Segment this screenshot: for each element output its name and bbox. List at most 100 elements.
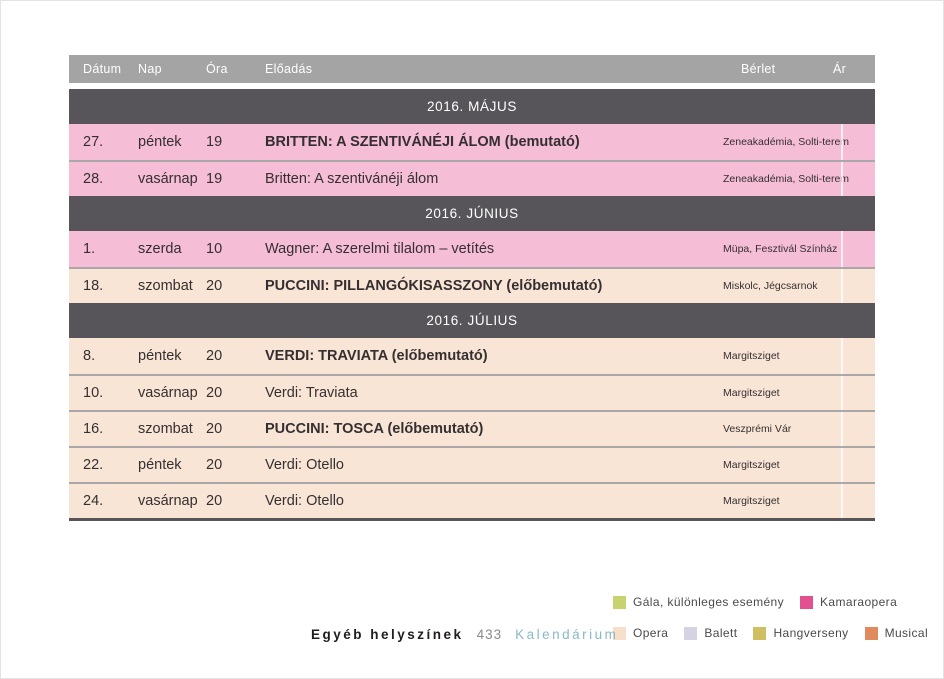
schedule-row: 16. szombat 20 PUCCINI: TOSCA (előbemutató)… <box>69 410 875 446</box>
schedule-row: 1. szerda 10 Wagner: A szerelmi tilalom – v… <box>69 231 875 267</box>
schedule-table: Dátum Nap Óra Előadás Bérlet Ár 2016. MÁ… <box>69 55 875 521</box>
date-cell: 16. <box>83 421 104 437</box>
legend-label: Hangverseny <box>773 626 849 640</box>
legend-row: Gála, különleges esemény Kamaraopera <box>613 595 928 609</box>
price-cell <box>841 412 875 446</box>
performance-cell: Britten: A szentivánéji álom <box>265 171 439 187</box>
performance-cell: PUCCINI: PILLANGÓKISASSZONY (előbemutató… <box>265 278 603 294</box>
price-cell <box>841 269 875 303</box>
venue-cell: Zeneakadémia, Solti-terem <box>723 136 850 148</box>
header-season-ticket: Bérlet <box>741 62 776 76</box>
hour-cell: 20 <box>206 493 223 509</box>
category-legend: Gála, különleges esemény Kamaraopera Opera… <box>613 595 928 657</box>
hour-cell: 20 <box>206 421 223 437</box>
legend-swatch-icon <box>800 595 814 609</box>
schedule-row: 18. szombat 20 PUCCINI: PILLANGÓKISASSZONY … <box>69 267 875 303</box>
legend-swatch-icon <box>684 626 698 640</box>
date-cell: 10. <box>83 385 104 401</box>
header-date: Dátum <box>83 62 122 76</box>
hour-cell: 20 <box>206 385 223 401</box>
price-cell <box>841 376 875 410</box>
legend-item: Opera <box>613 626 668 640</box>
date-cell: 28. <box>83 171 104 187</box>
schedule-row: 8. péntek 20 VERDI: TRAVIATA (előbemutató) M… <box>69 338 875 374</box>
venue-cell: Veszprémi Vár <box>723 423 792 435</box>
day-cell: szombat <box>138 278 193 294</box>
date-cell: 24. <box>83 493 104 509</box>
venue-cell: Margitsziget <box>723 495 780 507</box>
legend-row: Opera Balett Hangverseny Musical <box>613 626 928 640</box>
legend-item: Gála, különleges esemény <box>613 595 784 609</box>
venue-cell: Miskolc, Jégcsarnok <box>723 280 818 292</box>
performance-cell: VERDI: TRAVIATA (előbemutató) <box>265 348 488 364</box>
day-cell: vasárnap <box>138 385 198 401</box>
day-cell: vasárnap <box>138 493 198 509</box>
price-cell <box>841 448 875 482</box>
legend-swatch-icon <box>613 595 626 609</box>
schedule-row: 24. vasárnap 20 Verdi: Otello Margitsziget <box>69 482 875 518</box>
legend-label: Opera <box>633 626 669 640</box>
venue-cell: Margitsziget <box>723 459 780 471</box>
venue-cell: Margitsziget <box>723 350 780 362</box>
price-cell <box>841 124 875 160</box>
legend-swatch-icon <box>753 626 767 640</box>
performance-cell: PUCCINI: TOSCA (előbemutató) <box>265 421 484 437</box>
price-cell <box>841 338 875 374</box>
legend-swatch-icon <box>864 626 878 640</box>
legend-label: Balett <box>704 626 738 640</box>
legend-item: Musical <box>864 626 929 640</box>
month-section-header: 2016. JÚLIUS <box>69 303 875 338</box>
footer-chapter-label: Kalendárium <box>515 627 619 642</box>
hour-cell: 19 <box>206 134 223 150</box>
legend-item: Hangverseny <box>753 626 848 640</box>
date-cell: 8. <box>83 348 96 364</box>
schedule-row: 28. vasárnap 19 Britten: A szentivánéji álo… <box>69 160 875 196</box>
footer-page-number: 433 <box>476 627 503 642</box>
performance-cell: Verdi: Otello <box>265 457 344 473</box>
month-section-header: 2016. JÚNIUS <box>69 196 875 231</box>
header-hour: Óra <box>206 62 228 76</box>
table-header-row: Dátum Nap Óra Előadás Bérlet Ár <box>69 55 875 83</box>
header-day: Nap <box>138 62 162 76</box>
header-price: Ár <box>833 62 847 76</box>
date-cell: 18. <box>83 278 104 294</box>
venue-cell: Müpa, Fesztivál Színház <box>723 243 838 255</box>
schedule-row: 27. péntek 19 BRITTEN: A SZENTIVÁNÉJI ÁLOM … <box>69 124 875 160</box>
day-cell: vasárnap <box>138 171 198 187</box>
hour-cell: 20 <box>206 348 223 364</box>
footer-section-title: Egyéb helyszínek <box>311 627 464 642</box>
day-cell: szerda <box>138 241 182 257</box>
header-performance: Előadás <box>265 62 313 76</box>
month-section-header: 2016. MÁJUS <box>69 89 875 124</box>
legend-label: Kamaraopera <box>820 595 898 609</box>
hour-cell: 10 <box>206 241 223 257</box>
performance-cell: Verdi: Otello <box>265 493 344 509</box>
price-cell <box>841 162 875 196</box>
day-cell: péntek <box>138 457 182 473</box>
venue-cell: Margitsziget <box>723 387 780 399</box>
legend-label: Musical <box>884 626 929 640</box>
performance-cell: BRITTEN: A SZENTIVÁNÉJI ÁLOM (bemutató) <box>265 134 580 150</box>
schedule-row: 22. péntek 20 Verdi: Otello Margitsziget <box>69 446 875 482</box>
legend-item: Balett <box>684 626 737 640</box>
performance-cell: Wagner: A szerelmi tilalom – vetítés <box>265 241 495 257</box>
price-cell <box>841 231 875 267</box>
hour-cell: 19 <box>206 171 223 187</box>
venue-cell: Zeneakadémia, Solti-terem <box>723 173 850 185</box>
date-cell: 1. <box>83 241 96 257</box>
performance-cell: Verdi: Traviata <box>265 385 358 401</box>
day-cell: szombat <box>138 421 193 437</box>
day-cell: péntek <box>138 348 182 364</box>
schedule-row: 10. vasárnap 20 Verdi: Traviata Margitsziget <box>69 374 875 410</box>
table-body: 2016. MÁJUS 27. péntek 19 BRITTEN: A SZENTIV… <box>69 89 875 521</box>
legend-item: Kamaraopera <box>800 595 897 609</box>
day-cell: péntek <box>138 134 182 150</box>
hour-cell: 20 <box>206 457 223 473</box>
date-cell: 27. <box>83 134 104 150</box>
date-cell: 22. <box>83 457 104 473</box>
legend-swatch-icon <box>613 626 626 640</box>
hour-cell: 20 <box>206 278 223 294</box>
page-footer: Egyéb helyszínek 433 Kalendárium <box>311 627 618 642</box>
price-cell <box>841 484 875 518</box>
